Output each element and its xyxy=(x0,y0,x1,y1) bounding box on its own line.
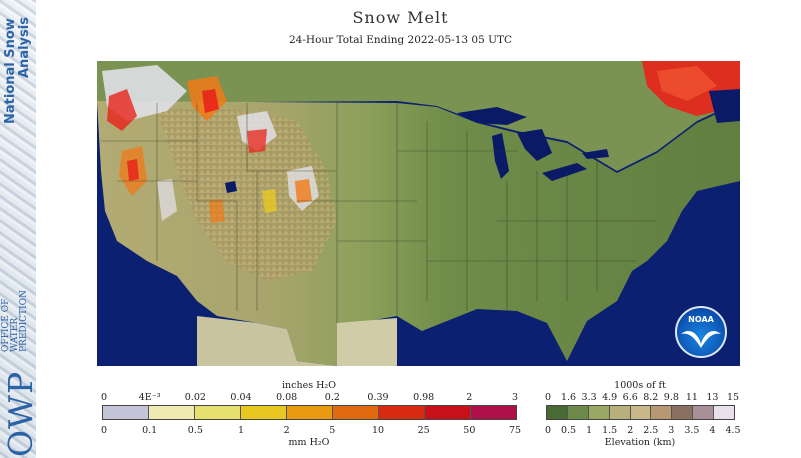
legend_elev-bottom-tick: 0.5 xyxy=(560,425,577,436)
office-line3: PREDICTION xyxy=(19,290,29,352)
noaa-gull-icon xyxy=(681,331,721,348)
legend_melt-swatch-8 xyxy=(471,406,516,419)
mexico xyxy=(197,316,337,366)
legend_elev-bottom-tick: 3 xyxy=(668,425,675,436)
legend_elev-bottom-tick: 4 xyxy=(709,425,716,436)
melt-west xyxy=(102,65,319,223)
legend_melt-bottom-tick: 0.5 xyxy=(187,425,203,436)
office-line2: WATER xyxy=(10,317,20,352)
legend_elev-swatch-4 xyxy=(630,406,652,419)
legend_elev-bottom-tick: 3.5 xyxy=(684,425,700,436)
melt-quebec xyxy=(642,61,740,123)
legend_elev-bottom-tick: 2.5 xyxy=(643,425,659,436)
legend_melt-swatch-5 xyxy=(333,406,379,419)
legend_melt-swatch-6 xyxy=(379,406,425,419)
legend_elev-top-tick: 15 xyxy=(726,392,740,403)
sidebar-banner: National Snow Analysis OFFICE OF WATER P… xyxy=(0,0,36,458)
mexico-east xyxy=(337,318,397,366)
legend_melt-swatch-3 xyxy=(241,406,287,419)
legend_elev-bottom-tick: 1 xyxy=(586,425,593,436)
legend_elev-swatch-3 xyxy=(609,406,631,419)
legend_melt-top-tick: 0.2 xyxy=(324,392,340,403)
elev-unit-bottom: Elevation (km) xyxy=(604,437,676,448)
noaa-logo: NOAA xyxy=(675,306,727,358)
legend_melt-swatch-2 xyxy=(195,406,241,419)
lake-ontario xyxy=(582,149,609,159)
legend_elev-swatch-8 xyxy=(714,406,735,419)
legend_melt-bottom-tick: 25 xyxy=(417,425,430,436)
lake-huron xyxy=(517,129,552,161)
legend_elev-swatch-7 xyxy=(693,406,715,419)
rockies xyxy=(157,106,337,281)
noaa-logo-text: NOAA xyxy=(688,315,714,324)
legend_elev-swatch-0 xyxy=(547,406,568,419)
legend_elev-top-tick: 8.2 xyxy=(643,392,659,403)
legend_elev-top-tick: 11 xyxy=(685,392,698,403)
legend_elev-swatch-6 xyxy=(672,406,694,419)
owp-logo: OWP xyxy=(1,370,36,457)
legend_melt-top-tick: 3 xyxy=(511,392,519,403)
legend_elev-top-tick: 4.9 xyxy=(602,392,618,403)
legend_elev-swatch-1 xyxy=(567,406,589,419)
legend_melt-bottom-tick: 10 xyxy=(371,425,385,436)
legend_elev-bottom-tick: 4.5 xyxy=(725,425,741,436)
elev-color-bar xyxy=(546,405,735,420)
legend_melt-bottom-tick: 50 xyxy=(463,425,476,436)
legend_melt-top-tick: 0.04 xyxy=(230,392,252,403)
legend_melt-top-tick: 0 xyxy=(100,392,108,403)
canada-land xyxy=(97,61,740,171)
legend_melt-top-tick: 0.02 xyxy=(184,392,206,403)
legend_melt-bottom-tick: 75 xyxy=(508,425,522,436)
lake-superior xyxy=(457,107,527,125)
legend_elev-bottom-tick: 1.5 xyxy=(602,425,618,436)
legend_melt-swatch-7 xyxy=(425,406,471,419)
legend_melt-swatch-0 xyxy=(103,406,149,419)
legend_melt-swatch-1 xyxy=(149,406,195,419)
legend_elev-top-tick: 6.6 xyxy=(622,392,638,403)
melt-unit-bottom: mm H₂O xyxy=(288,437,330,448)
legend_elev-top-tick: 3.3 xyxy=(581,392,597,403)
legend_elev-top-tick: 13 xyxy=(706,392,719,403)
great-salt-lake xyxy=(225,181,237,193)
map-title: Snow Melt xyxy=(352,8,449,27)
legend_melt-swatch-4 xyxy=(287,406,333,419)
legend_melt-top-tick: 0.39 xyxy=(367,392,389,403)
legend_melt-top-tick: 0.98 xyxy=(413,392,435,403)
legend_melt-bottom-tick: 0.1 xyxy=(142,425,158,436)
legend_melt-top-tick: 2 xyxy=(466,392,473,403)
legend_elev-top-tick: 1.6 xyxy=(560,392,577,403)
map-subtitle: 24-Hour Total Ending 2022-05-13 05 UTC xyxy=(289,34,512,46)
legend_elev-top-tick: 0 xyxy=(544,392,552,403)
melt-color-bar xyxy=(102,405,517,420)
melt-unit-top: inches H₂O xyxy=(282,380,336,391)
legend_elev-bottom-tick: 2 xyxy=(627,425,634,436)
legend_melt-bottom-tick: 1 xyxy=(237,425,245,436)
legend_melt-bottom-tick: 0 xyxy=(100,425,108,436)
legend_elev-swatch-5 xyxy=(651,406,673,419)
lake-michigan xyxy=(492,133,509,179)
office-line1: OFFICE OF xyxy=(1,298,11,352)
snow-texture xyxy=(0,0,36,458)
snow-melt-map: NOAA xyxy=(97,61,740,366)
legend_elev-bottom-tick: 0 xyxy=(544,425,552,436)
elev-unit-top: 1000s of ft xyxy=(614,380,666,391)
legend_melt-bottom-tick: 2 xyxy=(283,425,290,436)
legend_elev-swatch-2 xyxy=(588,406,610,419)
us-map-svg xyxy=(97,61,740,366)
legend_melt-bottom-tick: 5 xyxy=(329,425,336,436)
state-borders xyxy=(101,103,657,323)
legend_melt-top-tick: 4E⁻³ xyxy=(138,392,161,403)
lake-erie xyxy=(542,163,587,181)
legend_elev-top-tick: 9.8 xyxy=(663,392,679,403)
legend_melt-top-tick: 0.08 xyxy=(276,392,298,403)
